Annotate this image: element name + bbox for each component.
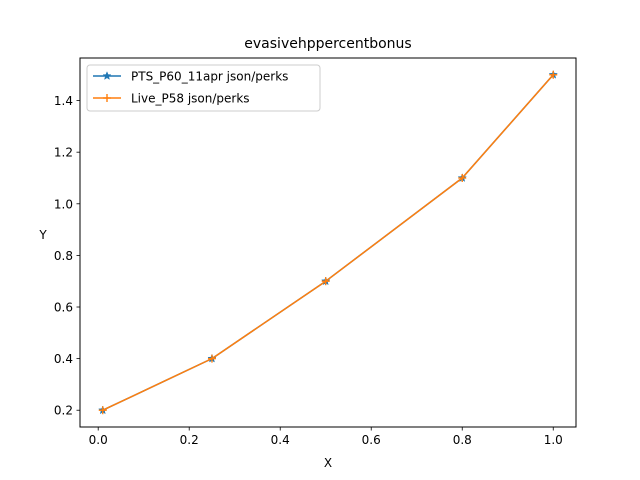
x-tick-label: 0.0 <box>89 433 108 447</box>
x-tick-label: 0.2 <box>180 433 199 447</box>
y-axis-ticks: 0.2 0.4 0.6 0.8 1.0 1.2 1.4 <box>54 94 80 418</box>
legend-label: Live_P58 json/perks <box>131 92 250 106</box>
x-tick-label: 0.6 <box>362 433 381 447</box>
x-tick-label: 0.8 <box>453 433 472 447</box>
x-tick-label: 1.0 <box>544 433 563 447</box>
data-point <box>549 70 558 79</box>
series-2 <box>98 70 558 415</box>
chart-title: evasivehppercentbonus <box>244 36 411 52</box>
x-tick-label: 0.4 <box>271 433 290 447</box>
plot-frame <box>79 57 577 428</box>
data-point <box>207 354 216 363</box>
y-tick-label: 0.4 <box>54 352 73 366</box>
legend-label: PTS_P60_11apr json/perks <box>131 70 288 84</box>
data-point <box>321 277 330 286</box>
y-tick-label: 1.0 <box>54 197 73 211</box>
y-tick-label: 0.8 <box>54 249 73 263</box>
y-tick-label: 0.6 <box>54 301 73 315</box>
y-tick-label: 0.2 <box>54 404 73 418</box>
data-point <box>458 173 467 182</box>
y-tick-label: 1.2 <box>54 146 73 160</box>
y-tick-label: 1.4 <box>54 94 73 108</box>
legend: PTS_P60_11apr json/perks Live_P58 json/pe… <box>86 64 321 112</box>
y-axis-label: Y <box>38 228 47 242</box>
x-axis-label: X <box>324 456 332 470</box>
data-point <box>98 406 107 415</box>
legend-marker <box>102 71 112 80</box>
legend-box <box>86 64 321 112</box>
x-axis-ticks: 0.0 0.2 0.4 0.6 0.8 1.0 <box>89 427 563 447</box>
plot-area <box>98 69 558 415</box>
legend-marker <box>103 94 111 102</box>
